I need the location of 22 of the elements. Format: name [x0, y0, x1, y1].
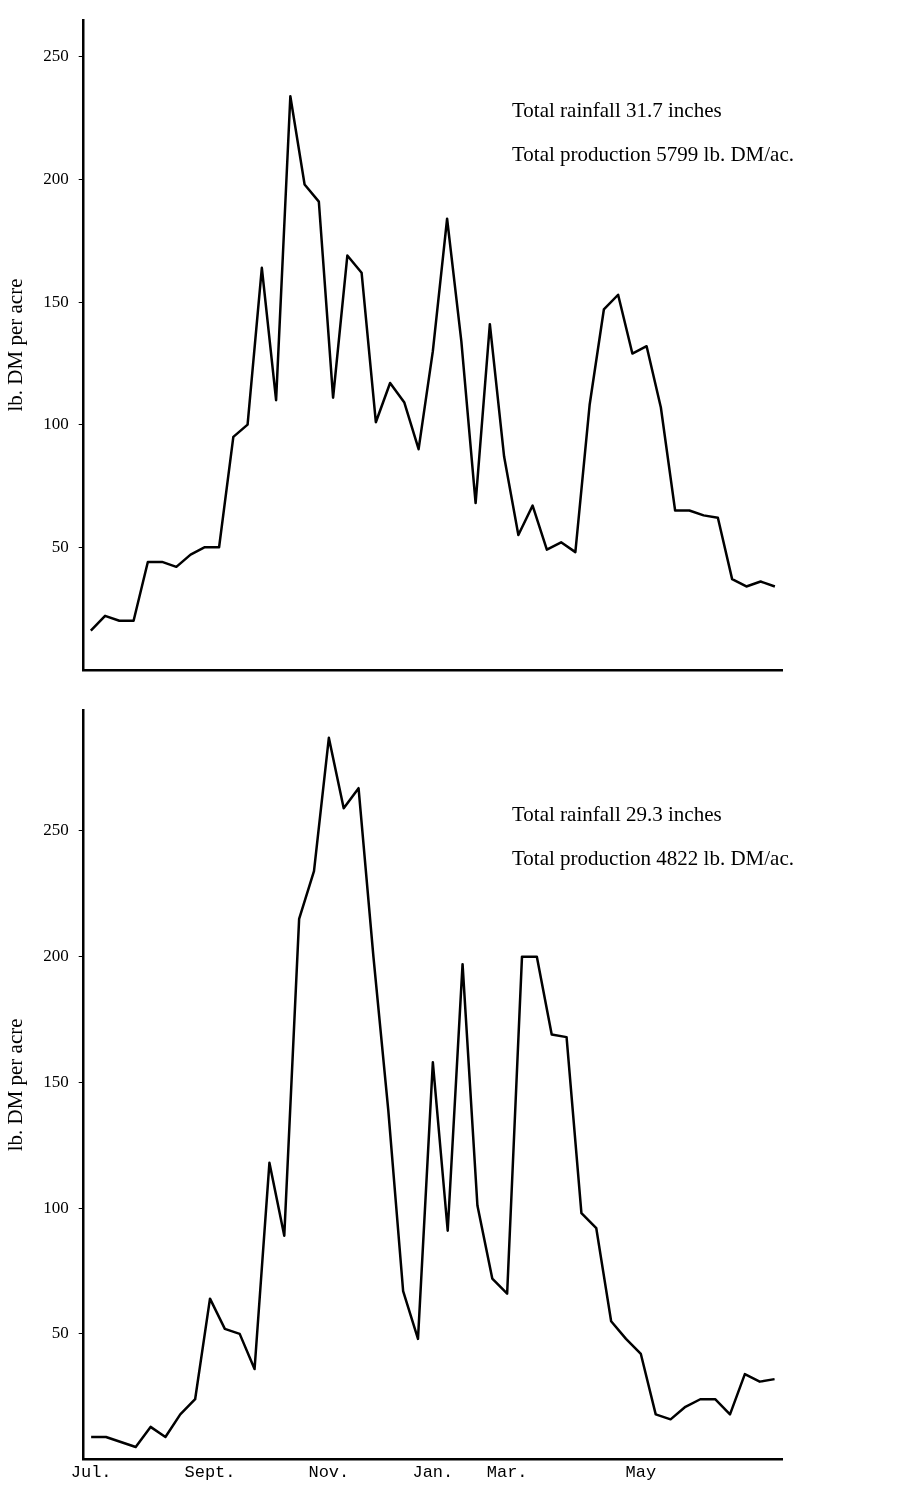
y-tick-label: 50 — [51, 1323, 69, 1343]
x-tick-label: May — [625, 1463, 657, 1483]
x-tick-label: Mar. — [486, 1463, 528, 1483]
y-tick-label: 150 — [43, 1071, 69, 1091]
annotation: Total production 4822 lb. DM/ac. — [512, 845, 794, 870]
x-tick-label: Jan. — [412, 1463, 454, 1483]
annotation: Total rainfall 29.3 inches — [512, 801, 722, 826]
y-axis-title: lb. DM per acre — [3, 278, 28, 412]
y-tick-label: 100 — [43, 1197, 69, 1217]
x-tick-label: Sept. — [184, 1463, 236, 1483]
y-tick-label: 250 — [43, 46, 69, 66]
annotation: Total rainfall 31.7 inches — [512, 97, 722, 122]
y-tick-label: 250 — [43, 820, 69, 840]
y-tick-label: 50 — [51, 536, 69, 556]
annotation: Total production 5799 lb. DM/ac. — [512, 141, 794, 166]
y-tick-label: 200 — [43, 169, 69, 188]
y-tick-label: 150 — [43, 291, 69, 311]
y-tick-label: 100 — [43, 414, 69, 434]
x-tick-label: Jul. — [70, 1463, 112, 1483]
y-tick-label: 200 — [43, 946, 69, 966]
y-axis-title: lb. DM per acre — [3, 1018, 28, 1152]
x-tick-label: Nov. — [308, 1463, 350, 1483]
